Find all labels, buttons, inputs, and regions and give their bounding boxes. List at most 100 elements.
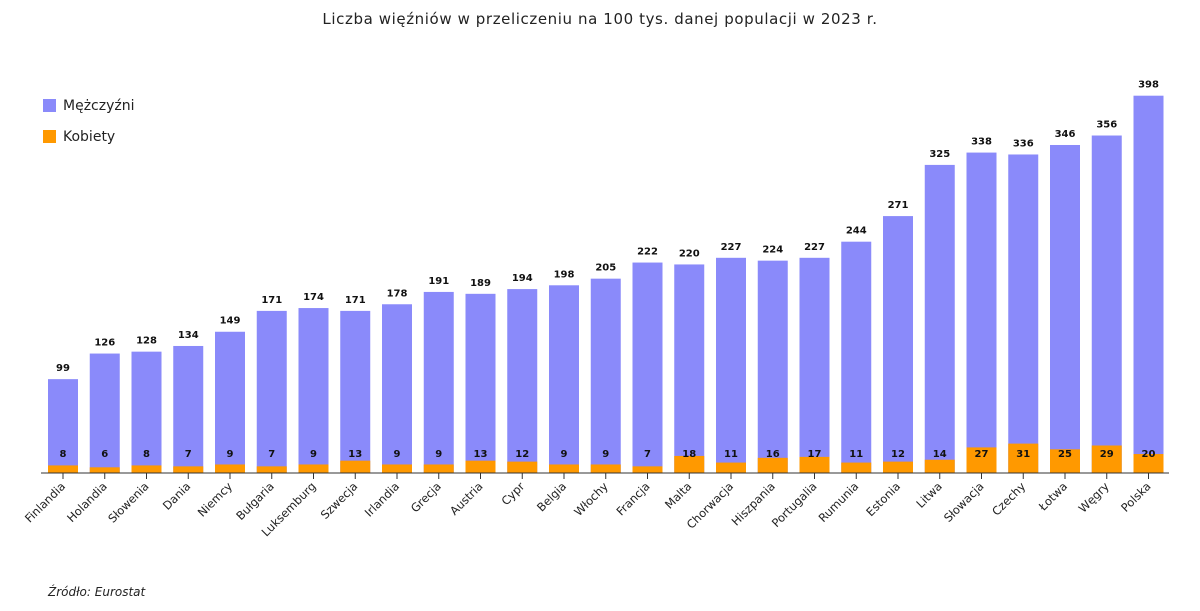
value-label-women-10: 13 [474,449,488,460]
category-label-2: Słowenia [105,479,151,525]
value-label-men-18: 227 [804,242,825,253]
bar-men-4 [215,331,245,473]
bar-women-24 [1050,449,1080,473]
category-label-15: Malta [662,479,694,511]
category-label-14: Francja [613,479,652,518]
value-label-women-17: 16 [766,449,780,460]
bar-women-15 [674,455,705,473]
source-note: Źródło: Eurostat [48,585,146,599]
bar-women-7 [340,460,371,473]
bar-women-14 [632,466,663,473]
value-label-women-16: 11 [724,449,738,460]
value-label-men-21: 325 [929,149,950,160]
category-label-4: Niemcy [195,479,236,520]
bar-men-19 [841,241,872,473]
value-label-women-24: 25 [1058,449,1072,460]
bar-men-13 [590,278,621,473]
value-label-women-21: 14 [933,449,947,460]
value-label-men-0: 99 [56,363,70,374]
bar-women-11 [507,461,538,473]
bar-women-8 [382,464,412,473]
category-label-13: Włochy [571,479,611,519]
value-label-men-25: 356 [1096,120,1117,131]
value-labels: 9981266128813471499171717491711317891919… [56,80,1159,460]
legend-swatch-men [43,99,56,112]
bar-men-0 [48,379,78,473]
value-label-women-11: 12 [515,449,529,460]
value-label-men-7: 171 [345,295,366,306]
value-label-women-9: 9 [435,449,442,460]
value-label-men-20: 271 [888,200,909,211]
category-label-20: Estonia [863,479,903,519]
value-label-men-8: 178 [387,288,408,299]
bar-women-6 [298,464,329,473]
bar-men-16 [716,257,746,473]
value-label-women-20: 12 [891,449,905,460]
value-label-men-6: 174 [303,292,324,303]
value-label-women-2: 8 [143,449,150,460]
bar-men-8 [382,304,412,473]
value-label-men-2: 128 [136,336,157,347]
bar-women-10 [465,460,496,473]
bar-women-22 [966,447,997,473]
legend-label-men: Mężczyźni [63,98,134,114]
category-label-21: Litwa [913,479,945,511]
bar-men-7 [340,310,371,473]
category-label-8: Irlandia [362,479,402,519]
bar-men-11 [507,289,538,473]
bar-men-21 [924,164,955,473]
bar-men-6 [298,308,329,473]
bar-men-1 [89,353,120,473]
bar-women-25 [1091,445,1122,473]
bar-men-23 [1008,154,1039,474]
bar-women-23 [1008,443,1039,473]
value-label-men-9: 191 [428,276,449,287]
category-label-12: Belgia [534,479,569,514]
value-label-men-13: 205 [595,263,616,274]
value-label-women-26: 20 [1142,449,1156,460]
category-label-19: Rumunia [816,479,862,525]
x-ticks [62,473,1149,479]
bar-women-16 [716,462,746,473]
bar-men-20 [883,216,913,474]
bar-women-20 [883,461,913,473]
value-label-men-19: 244 [846,226,867,237]
value-label-men-12: 198 [554,269,575,280]
bar-women-2 [131,465,162,473]
category-label-22: Słowacja [941,479,987,525]
bar-men-17 [757,260,788,473]
value-label-women-6: 9 [310,449,317,460]
legend-swatch-women [43,130,56,143]
value-label-men-5: 171 [261,295,282,306]
bar-men-12 [549,285,579,473]
bar-women-5 [256,466,287,473]
bar-women-19 [841,462,872,473]
value-label-women-3: 7 [185,449,192,460]
legend: Mężczyźni Kobiety [43,98,134,145]
value-label-men-15: 220 [679,248,700,259]
value-label-women-0: 8 [60,449,67,460]
value-label-men-4: 149 [220,316,241,327]
value-label-men-23: 336 [1013,138,1034,149]
bar-men-25 [1091,135,1122,473]
value-label-women-18: 17 [808,449,822,460]
category-label-3: Dania [160,479,194,513]
value-label-men-1: 126 [94,338,115,349]
bar-men-15 [674,264,705,473]
bar-women-26 [1133,454,1164,473]
value-label-women-4: 9 [227,449,234,460]
bar-men-26 [1133,95,1164,474]
value-label-men-22: 338 [971,137,992,148]
bar-men-5 [256,310,287,473]
value-label-women-15: 18 [682,449,696,460]
value-label-women-25: 29 [1100,449,1114,460]
bar-women-4 [215,464,245,473]
category-label-1: Holandia [64,479,110,525]
value-label-men-24: 346 [1055,129,1076,140]
category-label-24: Łotwa [1035,479,1070,514]
bar-women-21 [924,459,955,473]
value-label-men-17: 224 [762,245,783,256]
bar-women-17 [757,457,788,473]
